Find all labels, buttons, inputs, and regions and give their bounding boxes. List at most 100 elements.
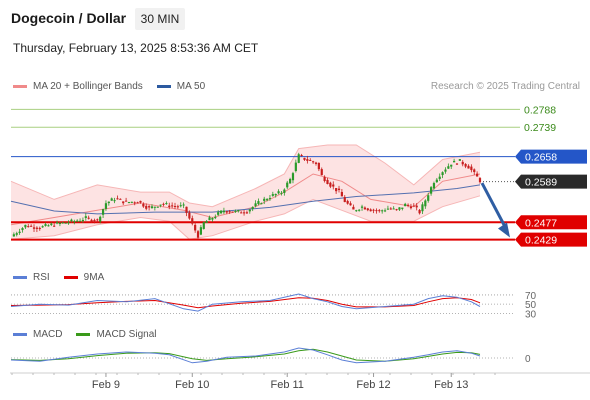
candle-down (116, 198, 119, 200)
candle-up (84, 216, 87, 218)
candle-down (418, 209, 421, 214)
candle-down (242, 212, 246, 214)
ma50-line (10, 184, 481, 215)
candle-down (35, 227, 38, 229)
legend-label-9ma: 9MA (83, 272, 105, 283)
candle-down (191, 218, 194, 224)
candle-up (202, 222, 205, 229)
candle-down (461, 161, 464, 165)
candle-up (12, 234, 15, 237)
candle-up (294, 162, 297, 172)
candle-down (320, 169, 323, 176)
candle-up (355, 210, 358, 212)
candle-up (130, 201, 133, 203)
candle-up (110, 198, 113, 201)
legend-rsi: RSI 9MA (13, 272, 104, 283)
candle-down (329, 182, 332, 187)
credit-text: Research © 2025 Trading Central (430, 81, 580, 92)
candle-down (90, 219, 93, 222)
candle-down (136, 202, 139, 204)
candle-down (93, 219, 96, 222)
candle-up (15, 233, 18, 235)
candle-down (119, 198, 122, 200)
candle-up (263, 198, 266, 201)
candle-up (99, 216, 102, 222)
candle-down (369, 209, 372, 212)
candle-down (225, 211, 228, 213)
candle-down (171, 205, 174, 207)
candle-down (303, 157, 306, 160)
rsi-line (10, 293, 481, 312)
x-tick-label: Feb 10 (175, 379, 209, 391)
candle-up (50, 223, 53, 225)
candle-down (87, 217, 90, 219)
candle-up (205, 221, 208, 223)
candle-up (159, 204, 162, 206)
candle-down (139, 200, 142, 203)
legend-macd: MACD MACD Signal (13, 329, 156, 340)
candle-down (455, 163, 459, 165)
level-label-pivot: 0.2658 (525, 152, 557, 164)
candle-down (306, 159, 309, 161)
x-tick-label: Feb 13 (434, 379, 468, 391)
candle-down (415, 205, 418, 208)
candle-up (219, 210, 223, 214)
candle-up (381, 210, 384, 212)
candle-down (245, 212, 249, 214)
candle-down (148, 206, 151, 208)
last-price-label: 0.2589 (525, 177, 557, 189)
candle-up (288, 178, 292, 184)
level-badge-support (515, 232, 587, 247)
timestamp: Thursday, February 13, 2025 8:53:36 AM C… (13, 41, 259, 55)
candle-down (231, 211, 234, 213)
candle-up (358, 209, 361, 211)
candle-up (444, 169, 447, 172)
candle-down (145, 205, 148, 209)
candle-up (18, 231, 21, 233)
candle-up (251, 207, 254, 210)
level-badge-pivot (515, 149, 587, 164)
legend-label-macd: MACD (33, 329, 63, 340)
candle-up (113, 200, 116, 202)
candle-up (101, 209, 105, 215)
candle-down (309, 159, 312, 161)
candle-up (254, 203, 257, 207)
candle-down (476, 173, 479, 177)
candle-up (222, 210, 226, 213)
candle-up (153, 206, 156, 208)
candle-up (450, 164, 453, 167)
candle-up (70, 219, 73, 222)
candle-up (182, 204, 185, 206)
candle-up (234, 211, 237, 213)
candle-down (314, 162, 318, 164)
candle-down (38, 227, 41, 230)
candle-down (30, 225, 33, 227)
candle-up (429, 187, 433, 194)
candle-down (378, 210, 381, 212)
candle-up (104, 203, 108, 209)
candle-up (107, 201, 110, 204)
forecast-arrow-shaft (480, 182, 509, 232)
candle-up (260, 203, 263, 205)
legend-label-ma50: MA 50 (176, 81, 206, 92)
candle-up (398, 207, 401, 210)
candle-down (312, 161, 315, 163)
candle-down (363, 207, 367, 210)
level-label-support: 0.2477 (525, 217, 557, 229)
candle-up (392, 208, 395, 210)
legend-label-rsi: RSI (33, 272, 50, 283)
candle-up (424, 200, 427, 207)
last-price-badge (515, 174, 587, 189)
candle-up (274, 193, 277, 196)
candle-up (283, 189, 286, 193)
candle-down (412, 205, 415, 207)
candle-up (297, 154, 300, 163)
candle-up (432, 183, 436, 189)
candle-down (188, 212, 191, 219)
timeframe-button[interactable]: 30 MIN (135, 8, 185, 30)
candle-up (404, 203, 407, 207)
candle-up (435, 179, 438, 183)
candle-down (96, 219, 99, 221)
